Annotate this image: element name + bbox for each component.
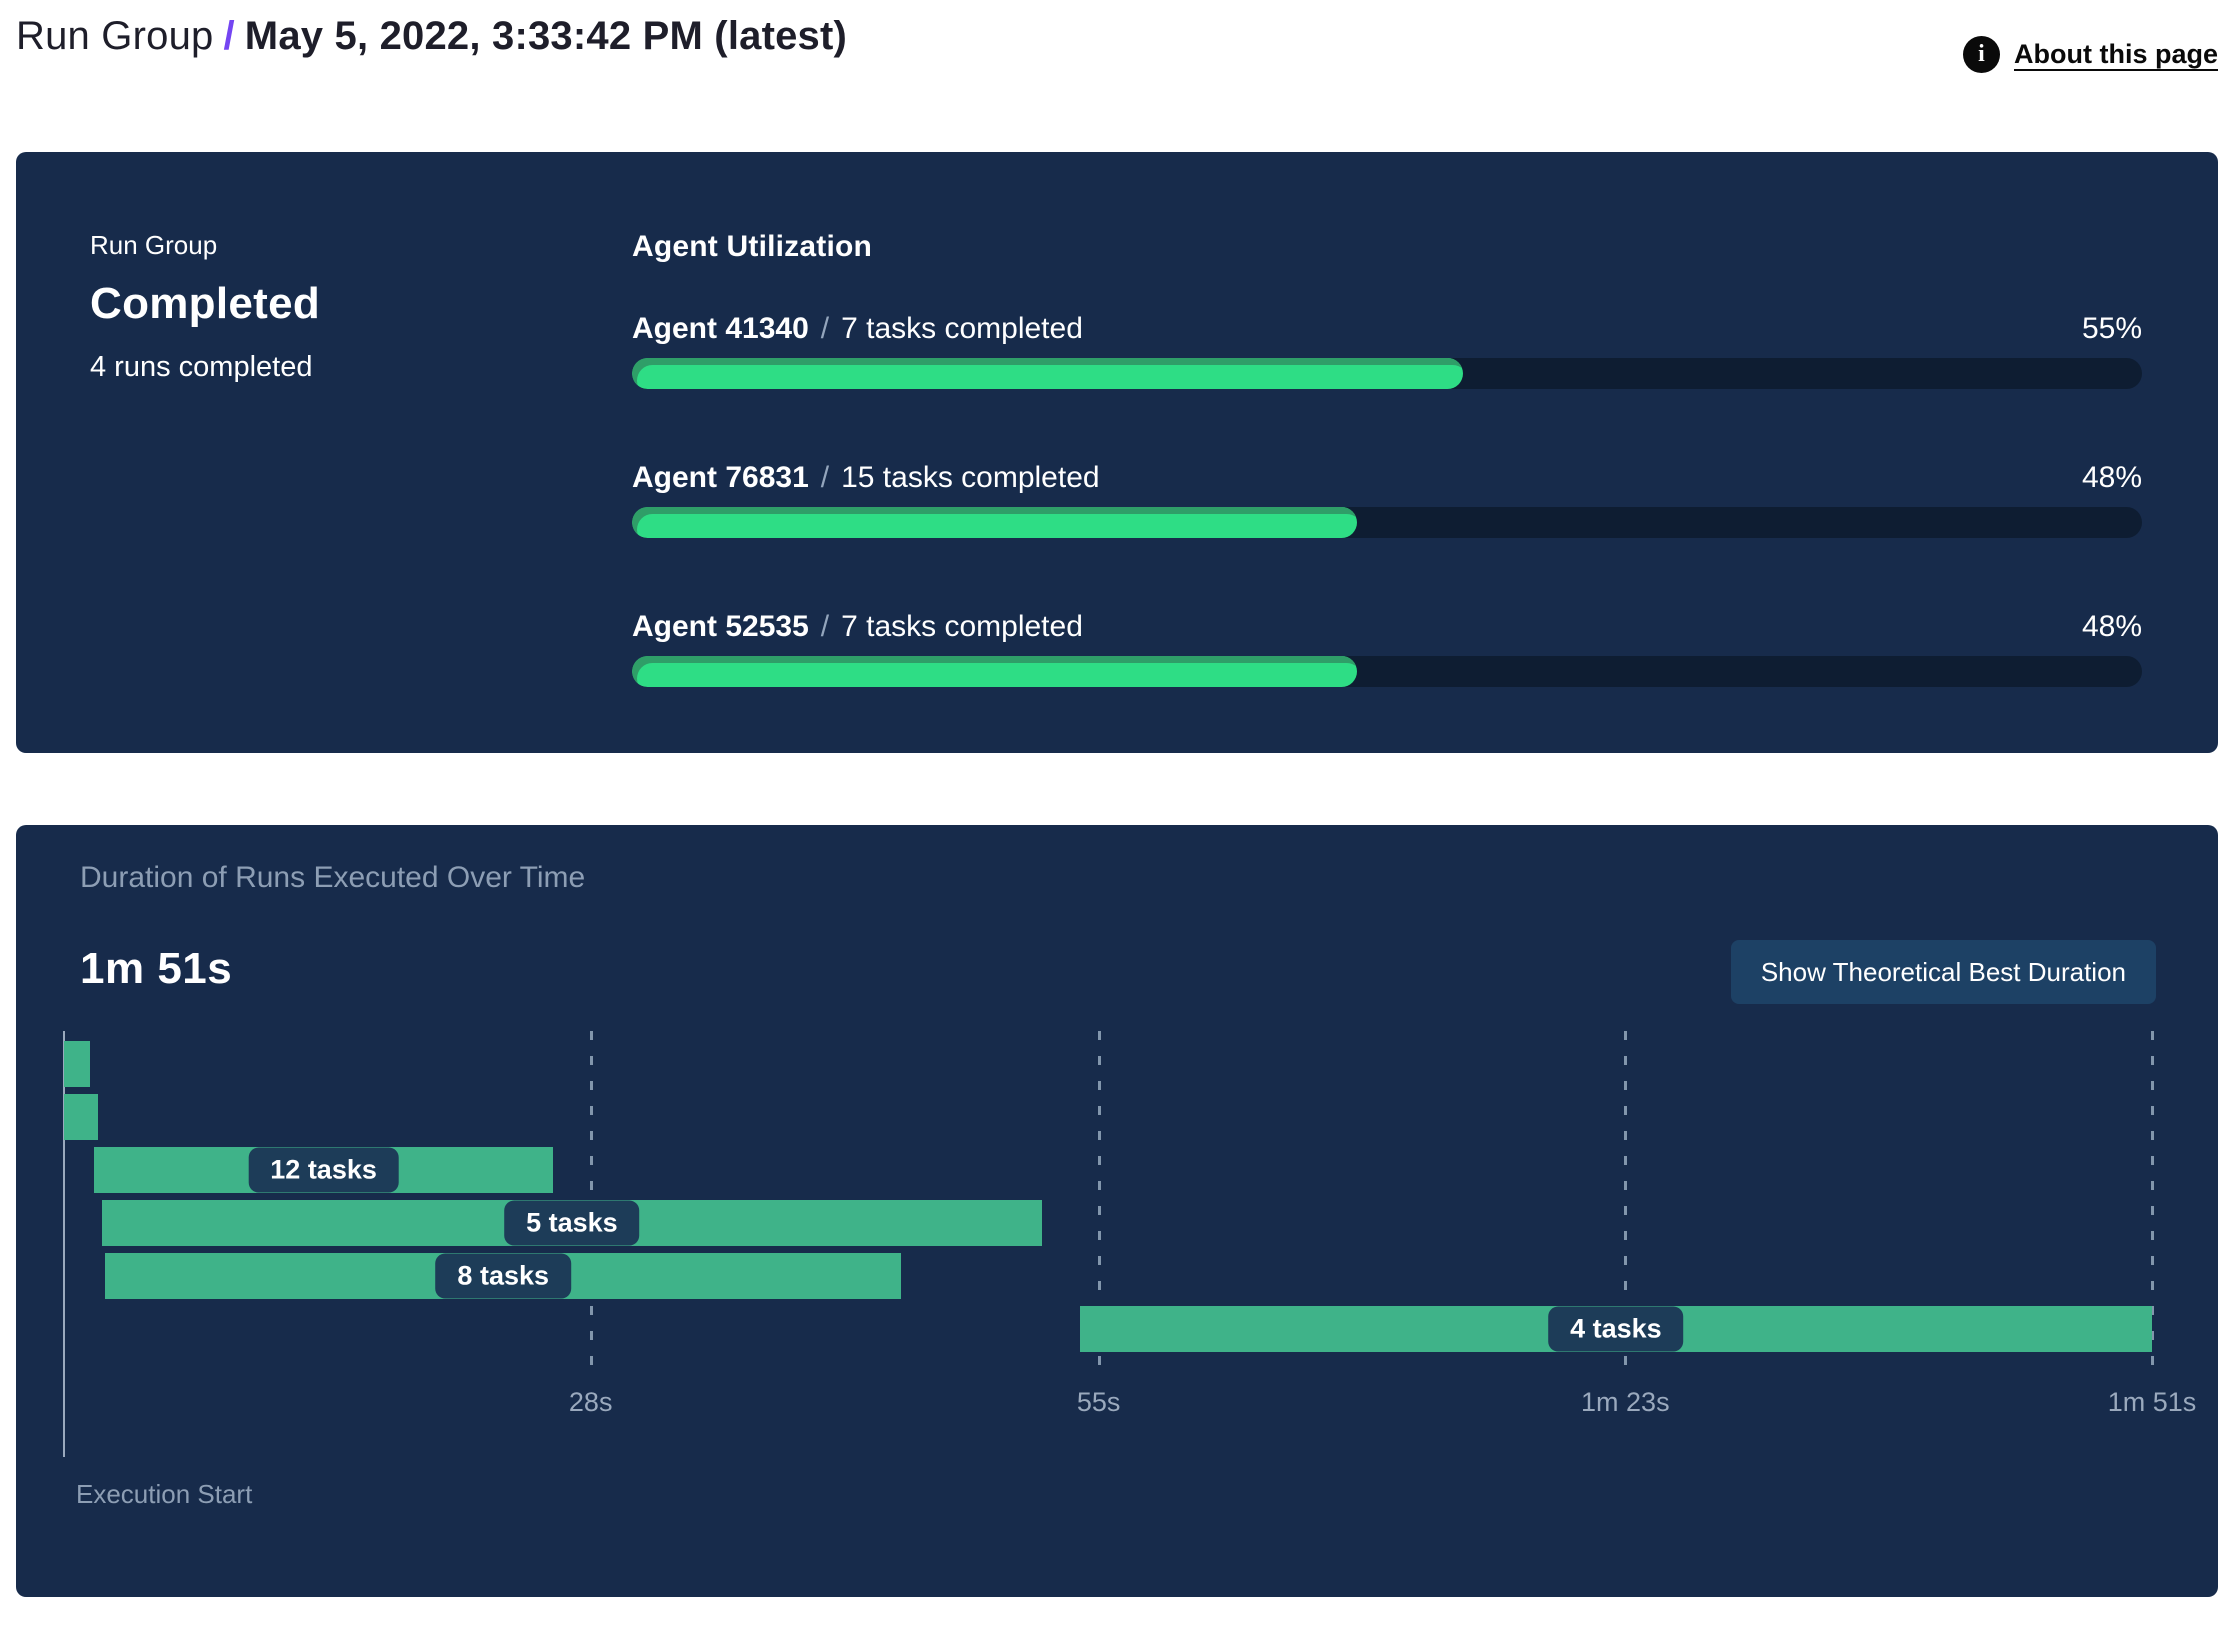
run-bar-8-tasks[interactable]: 8 tasks bbox=[105, 1253, 902, 1299]
agent-name: Agent 52535 bbox=[632, 610, 809, 643]
show-theoretical-best-duration-button[interactable]: Show Theoretical Best Duration bbox=[1730, 940, 2156, 1004]
agent-utilization-row: Agent 41340 / 7 tasks completed 55% bbox=[632, 312, 2142, 389]
page-title: Run Group / May 5, 2022, 3:33:42 PM (lates… bbox=[16, 14, 847, 59]
gridline-1m-51s bbox=[2151, 1031, 2154, 1377]
agent-label-line: Agent 52535 / 7 tasks completed 48% bbox=[632, 610, 2142, 644]
timeline-row bbox=[64, 1094, 2152, 1140]
agent-tasks-completed: 7 tasks completed bbox=[841, 610, 1083, 643]
agent-tasks-completed: 7 tasks completed bbox=[841, 312, 1083, 345]
agent-tasks-completed: 15 tasks completed bbox=[841, 461, 1100, 494]
timeline-row: 5 tasks bbox=[64, 1200, 2152, 1246]
about-link-label: About this page bbox=[2014, 39, 2218, 69]
run-bar-4-tasks[interactable]: 4 tasks bbox=[1079, 1306, 2152, 1352]
agent-label-separator: / bbox=[820, 312, 830, 345]
agent-name: Agent 76831 bbox=[632, 461, 809, 494]
agent-utilization-percent: 48% bbox=[2081, 461, 2142, 494]
execution-start-axis-line bbox=[63, 1031, 65, 1457]
agent-label-line: Agent 41340 / 7 tasks completed 55% bbox=[632, 312, 2142, 346]
agent-utilization-bar-track bbox=[632, 507, 2142, 538]
tick-label-1m-51s: 1m 51s bbox=[2107, 1387, 2197, 1417]
duration-panel: Duration of Runs Executed Over Time 1m 5… bbox=[16, 825, 2218, 1597]
timeline-row: 4 tasks bbox=[64, 1306, 2152, 1352]
run-bar-task-count-pill: 4 tasks bbox=[1548, 1306, 1684, 1352]
run-bar-12-tasks[interactable]: 12 tasks bbox=[94, 1147, 554, 1193]
run-group-kicker: Run Group bbox=[90, 230, 218, 260]
agent-label-line: Agent 76831 / 15 tasks completed 48% bbox=[632, 461, 2142, 495]
duration-panel-header: Duration of Runs Executed Over Time 1m 5… bbox=[80, 857, 2156, 1004]
run-bar-task-count-pill: 8 tasks bbox=[435, 1253, 572, 1299]
run-bar-5-tasks[interactable]: 5 tasks bbox=[101, 1200, 1043, 1246]
page-title-date: May 5, 2022, 3:33:42 PM (latest) bbox=[244, 14, 848, 58]
agent-name: Agent 41340 bbox=[632, 312, 809, 345]
gridline-55s bbox=[1097, 1031, 1101, 1377]
agent-utilization-bar-fill bbox=[632, 358, 1463, 389]
breadcrumb-separator: / bbox=[223, 14, 235, 58]
agent-utilization-section: Agent Utilization Agent 41340 / 7 tasks … bbox=[632, 230, 2142, 687]
breadcrumb-root: Run Group bbox=[16, 14, 214, 58]
agent-utilization-percent: 55% bbox=[2081, 312, 2142, 345]
runs-timeline-chart: 12 tasks 5 tasks 8 tasks 4 tasks 28s 55s 1m 2… bbox=[63, 1031, 2196, 1597]
total-duration-value: 1m 51s bbox=[80, 944, 233, 993]
agent-utilization-bar-track bbox=[632, 358, 2142, 389]
tick-label-28s: 28s bbox=[568, 1387, 613, 1417]
run-group-status-block: Run Group Completed 4 runs completed bbox=[90, 230, 632, 687]
chart-bars: 12 tasks 5 tasks 8 tasks 4 tasks bbox=[64, 1031, 2152, 1352]
timeline-row: 8 tasks bbox=[64, 1253, 2152, 1299]
run-bar[interactable] bbox=[64, 1041, 91, 1087]
run-bar-task-count-pill: 12 tasks bbox=[248, 1147, 399, 1193]
page-header: Run Group / May 5, 2022, 3:33:42 PM (lates… bbox=[0, 0, 2240, 104]
agent-utilization-bar-fill bbox=[632, 507, 1357, 538]
x-axis-title: Execution Start bbox=[76, 1479, 253, 1509]
run-group-status: Completed bbox=[90, 279, 321, 328]
agent-utilization-list: Agent 41340 / 7 tasks completed 55% Agen… bbox=[632, 312, 2142, 687]
info-icon: i bbox=[1963, 36, 2000, 73]
about-this-page-link[interactable]: i About this page bbox=[1963, 36, 2218, 73]
timeline-row: 12 tasks bbox=[64, 1147, 2152, 1193]
agent-utilization-heading: Agent Utilization bbox=[632, 230, 873, 263]
agent-utilization-bar-track bbox=[632, 656, 2142, 687]
agent-utilization-bar-fill bbox=[632, 656, 1357, 687]
timeline-row bbox=[64, 1041, 2152, 1087]
agent-label-separator: / bbox=[820, 610, 830, 643]
tick-label-1m-23s: 1m 23s bbox=[1581, 1387, 1670, 1417]
run-bar[interactable] bbox=[64, 1094, 98, 1140]
gridline-1m-23s bbox=[1624, 1031, 1628, 1377]
agent-utilization-row: Agent 52535 / 7 tasks completed 48% bbox=[632, 610, 2142, 687]
run-bar-task-count-pill: 5 tasks bbox=[504, 1200, 640, 1246]
duration-titles: Duration of Runs Executed Over Time 1m 5… bbox=[80, 857, 585, 994]
runs-completed-count: 4 runs completed bbox=[90, 351, 313, 383]
agent-label-separator: / bbox=[820, 461, 830, 494]
agent-utilization-row: Agent 76831 / 15 tasks completed 48% bbox=[632, 461, 2142, 538]
duration-chart-title: Duration of Runs Executed Over Time bbox=[80, 861, 586, 894]
tick-label-55s: 55s bbox=[1076, 1387, 1121, 1417]
agent-utilization-percent: 48% bbox=[2081, 610, 2142, 643]
run-group-summary-panel: Run Group Completed 4 runs completed Age… bbox=[16, 152, 2218, 753]
